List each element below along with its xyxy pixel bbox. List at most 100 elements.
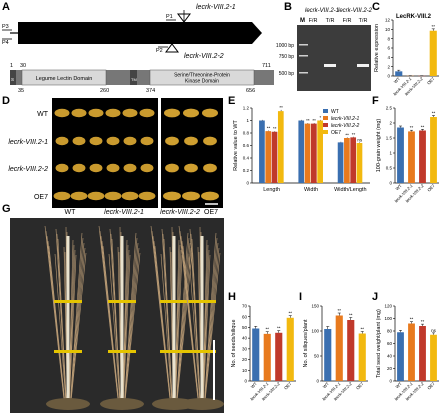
seed [54, 108, 70, 118]
plant-stem [182, 245, 200, 406]
legend-label-m2: lecrk-VIII.2-2 [331, 123, 360, 129]
y-tick-label: 8 [387, 36, 390, 41]
seed [70, 191, 88, 201]
chart-c-relative-expression: 0 2 4 6 8 10 12 Relative expression LecRK-VIII.2… [374, 14, 439, 97]
position-260: 260 [100, 88, 109, 94]
panel-letter-e: E [228, 95, 235, 107]
primer-p4: P4 [2, 40, 9, 46]
legend-label-wt: WT [331, 109, 339, 115]
plant-stem [204, 242, 219, 406]
insertion-label-2: lecrk-VIII.2-2 [184, 53, 224, 60]
y-tick-label: 0.6 [243, 143, 250, 148]
bar [395, 71, 403, 76]
y-axis-label: No. of seeds/silique [231, 320, 237, 368]
panel-b-gel: lecrk-VIII.2-1 lecrk-VIII.2-2 M F/R T/R … [276, 8, 373, 91]
significance-label: ns [357, 137, 363, 142]
seed [139, 108, 155, 118]
legend-label-m1: lecrk-VIII.2-1 [331, 116, 360, 122]
plant-stem [124, 252, 141, 406]
seed [138, 191, 156, 201]
y-tick-label: 1.5 [386, 136, 393, 141]
bar [350, 137, 357, 183]
significance-label: ** [267, 126, 271, 131]
bar [286, 317, 294, 381]
gel-size-1000: 1000 bp [276, 43, 294, 49]
x-category-label: WT [250, 381, 258, 389]
seed [183, 108, 199, 118]
seed [88, 108, 104, 118]
insertion-triangle-2 [165, 43, 179, 53]
bar [356, 143, 363, 183]
y-tick-label: 2 [389, 121, 392, 126]
significance-label: ** [421, 124, 425, 129]
y-tick-label: 0 [316, 379, 319, 384]
legend-label-oe7: OE7 [331, 130, 341, 136]
seed [55, 136, 69, 146]
seed [123, 163, 137, 173]
y-axis-label: Total seed weight/plant (mg) [376, 309, 382, 378]
x-category-label: Width/Length [334, 187, 366, 193]
legend-swatch-m1 [323, 116, 328, 120]
bar [358, 333, 366, 381]
plant-stem [68, 254, 77, 406]
significance-label: ** [273, 126, 277, 131]
plant-stem [122, 249, 130, 406]
significance-label: ns [431, 328, 437, 333]
bar [408, 323, 415, 381]
plant-stem [108, 253, 121, 406]
panel-d-seed-photos: WT lecrk-VIII.2-1 lecrk-VIII.2-2 OE7 [8, 98, 223, 208]
plant-label-m2: lecrk-VIII.2-2 [160, 209, 200, 216]
bar [324, 329, 332, 381]
gel-marker-label: M [300, 18, 305, 24]
plant-stake [66, 236, 70, 404]
plant-stem [154, 245, 172, 406]
plant-stem [111, 238, 121, 406]
x-category-label: WT [395, 381, 403, 389]
plant-stem [174, 254, 183, 406]
tm-box [130, 70, 137, 85]
gel-band-lane-2 [324, 64, 336, 67]
gel-lane-3-label: F/R [343, 18, 352, 24]
y-tick-label: 80 [387, 329, 393, 334]
y-tick-label: 0 [244, 379, 247, 384]
seed [87, 191, 105, 201]
panel-letter-b: B [284, 1, 292, 13]
gel-marker-band-500 [299, 72, 308, 74]
seed [106, 136, 120, 146]
y-tick-label: 70 [242, 304, 248, 309]
plant-label-oe7: OE7 [204, 209, 218, 216]
plant-stem [203, 232, 217, 406]
legend-swatch-wt [323, 109, 328, 113]
significance-label: ** [421, 319, 425, 324]
bar [430, 117, 437, 183]
signal-peptide-box [10, 70, 16, 85]
y-axis-label: No. of siliques/plant [303, 319, 309, 367]
plant-rosette [46, 398, 90, 410]
bar [317, 120, 323, 183]
significance-label: ** [288, 311, 292, 316]
plant [178, 225, 224, 410]
plant-stem [70, 247, 86, 406]
bar [265, 131, 272, 183]
bar [397, 332, 404, 381]
bar [344, 138, 350, 183]
plant-label-wt: WT [65, 209, 77, 216]
gel-lane-4-label: T/R [359, 18, 368, 24]
seed [72, 163, 86, 173]
primer-p1: P1 [166, 14, 173, 20]
significance-label: ** [312, 118, 316, 123]
plant-stem [204, 252, 221, 406]
y-tick-label: 0 [389, 379, 392, 384]
plant-rosette [100, 398, 144, 410]
seed [121, 191, 139, 201]
plant-tie [160, 350, 188, 353]
seed [164, 108, 180, 118]
plant-tie [188, 350, 216, 353]
plant-stem [202, 244, 209, 406]
seed-row-label-m1: lecrk-VIII.2-1 [8, 139, 48, 146]
position-656: 656 [246, 88, 255, 94]
plant-stem [203, 237, 218, 406]
bar [277, 111, 284, 183]
